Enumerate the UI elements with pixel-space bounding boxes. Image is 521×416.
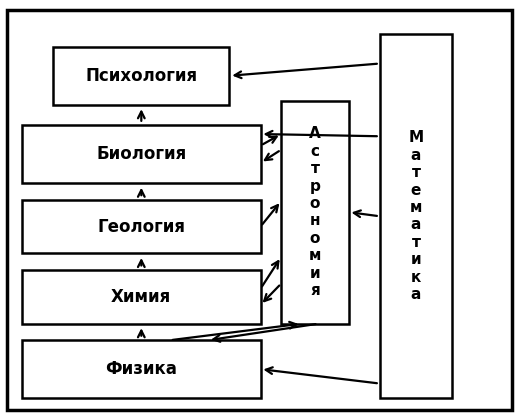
FancyBboxPatch shape (22, 125, 260, 183)
Text: Геология: Геология (97, 218, 185, 235)
FancyBboxPatch shape (380, 35, 452, 398)
FancyBboxPatch shape (22, 340, 260, 398)
Text: А
с
т
р
о
н
о
м
и
я: А с т р о н о м и я (309, 126, 321, 298)
FancyBboxPatch shape (22, 200, 260, 253)
Text: Психология: Психология (85, 67, 197, 85)
Text: Химия: Химия (111, 288, 171, 306)
Text: Биология: Биология (96, 145, 187, 163)
FancyBboxPatch shape (22, 270, 260, 324)
Text: Физика: Физика (105, 360, 177, 378)
Text: М
а
т
е
м
а
т
и
к
а: М а т е м а т и к а (408, 131, 424, 302)
FancyBboxPatch shape (53, 47, 229, 105)
FancyBboxPatch shape (281, 101, 349, 324)
